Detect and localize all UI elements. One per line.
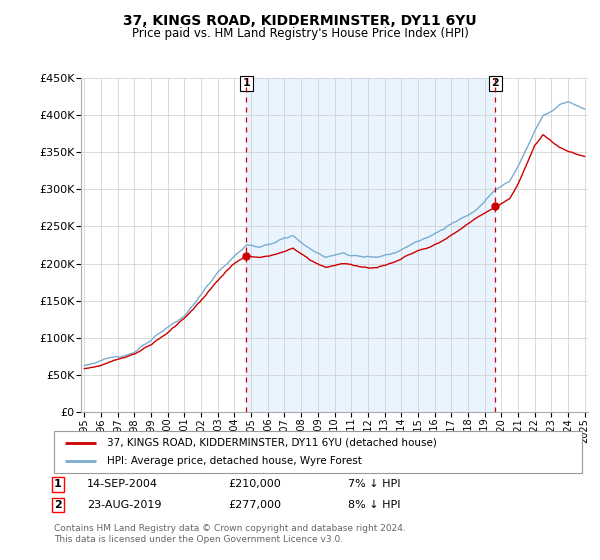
- Text: 37, KINGS ROAD, KIDDERMINSTER, DY11 6YU (detached house): 37, KINGS ROAD, KIDDERMINSTER, DY11 6YU …: [107, 438, 437, 448]
- Text: 23-AUG-2019: 23-AUG-2019: [87, 500, 161, 510]
- Text: 8% ↓ HPI: 8% ↓ HPI: [348, 500, 401, 510]
- FancyBboxPatch shape: [54, 431, 582, 473]
- Text: 2: 2: [54, 500, 62, 510]
- Text: £277,000: £277,000: [228, 500, 281, 510]
- Text: Price paid vs. HM Land Registry's House Price Index (HPI): Price paid vs. HM Land Registry's House …: [131, 27, 469, 40]
- Text: This data is licensed under the Open Government Licence v3.0.: This data is licensed under the Open Gov…: [54, 535, 343, 544]
- Text: 2: 2: [491, 78, 499, 88]
- Text: 1: 1: [54, 479, 62, 489]
- Text: 37, KINGS ROAD, KIDDERMINSTER, DY11 6YU: 37, KINGS ROAD, KIDDERMINSTER, DY11 6YU: [123, 14, 477, 28]
- Text: 1: 1: [242, 78, 250, 88]
- Text: £210,000: £210,000: [228, 479, 281, 489]
- Text: HPI: Average price, detached house, Wyre Forest: HPI: Average price, detached house, Wyre…: [107, 456, 362, 466]
- Text: Contains HM Land Registry data © Crown copyright and database right 2024.: Contains HM Land Registry data © Crown c…: [54, 524, 406, 533]
- Text: 7% ↓ HPI: 7% ↓ HPI: [348, 479, 401, 489]
- Bar: [246, 78, 495, 412]
- Text: 14-SEP-2004: 14-SEP-2004: [87, 479, 158, 489]
